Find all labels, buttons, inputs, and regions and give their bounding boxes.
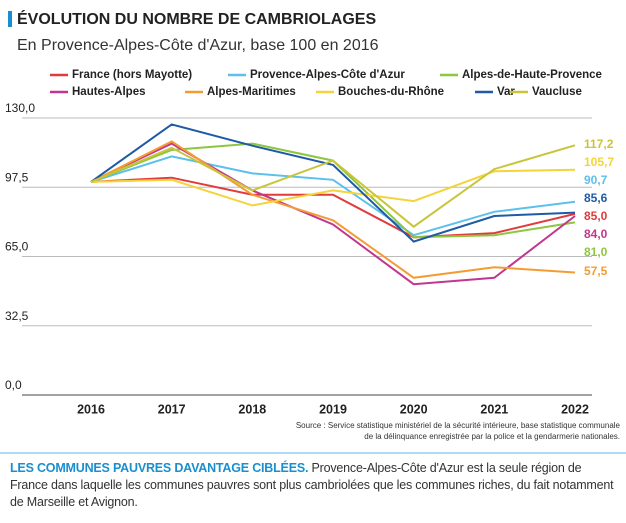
x-tick-label: 2016 — [77, 402, 105, 416]
chart-subtitle: En Provence-Alpes-Côte d'Azur, base 100 … — [17, 37, 379, 54]
value-label: 105,7 — [584, 155, 614, 169]
series-line — [90, 168, 576, 207]
y-tick-label: 0,0 — [5, 378, 22, 392]
series-line — [90, 142, 576, 286]
series-line — [90, 144, 576, 228]
value-label: 81,0 — [584, 245, 608, 259]
value-label: 84,0 — [584, 227, 608, 241]
chart-title: ÉVOLUTION DU NOMBRE DE CAMBRIOLAGES — [17, 9, 376, 28]
legend-label: Bouches-du-Rhône — [338, 86, 444, 98]
y-tick-label: 32,5 — [5, 309, 29, 323]
legend-label: France (hors Mayotte) — [72, 69, 192, 81]
source: de la délinquance enregistrée par la pol… — [364, 432, 620, 441]
y-tick-label: 65,0 — [5, 240, 29, 254]
series-line — [90, 176, 576, 239]
y-tick-label: 97,5 — [5, 170, 29, 184]
value-label: 85,6 — [584, 191, 608, 205]
legend-label: Alpes-de-Haute-Provence — [462, 69, 602, 81]
value-label: 90,7 — [584, 173, 608, 187]
series-line — [90, 155, 576, 237]
x-tick-label: 2022 — [561, 402, 589, 416]
x-tick-label: 2018 — [238, 402, 266, 416]
footer-text: Provence-Alpes-Côte d'Azur est la seule … — [10, 461, 614, 509]
series-line — [90, 123, 576, 243]
footer-highlight: LES COMMUNES PAUVRES DAVANTAGE CIBLÉES. — [10, 461, 309, 475]
legend-label: Alpes-Maritimes — [207, 86, 296, 98]
x-tick-label: 2017 — [158, 402, 186, 416]
chart: ÉVOLUTION DU NOMBRE DE CAMBRIOLAGES En P… — [0, 9, 626, 454]
x-tick-label: 2020 — [400, 402, 428, 416]
x-tick-label: 2021 — [480, 402, 508, 416]
value-label: 85,0 — [584, 209, 608, 223]
series-line — [90, 140, 576, 279]
source: Source : Service statistique ministériel… — [296, 421, 621, 430]
legend-label: Var — [497, 86, 515, 98]
footer: LES COMMUNES PAUVRES DAVANTAGE CIBLÉES. … — [10, 460, 616, 511]
value-label: 117,2 — [584, 137, 614, 151]
title-marker — [8, 11, 12, 27]
value-label: 57,5 — [584, 264, 608, 278]
y-tick-label: 130,0 — [5, 101, 35, 115]
legend-label: Hautes-Alpes — [72, 86, 146, 98]
legend-label: Vaucluse — [532, 86, 582, 98]
x-tick-label: 2019 — [319, 402, 347, 416]
legend-label: Provence-Alpes-Côte d'Azur — [250, 69, 405, 81]
